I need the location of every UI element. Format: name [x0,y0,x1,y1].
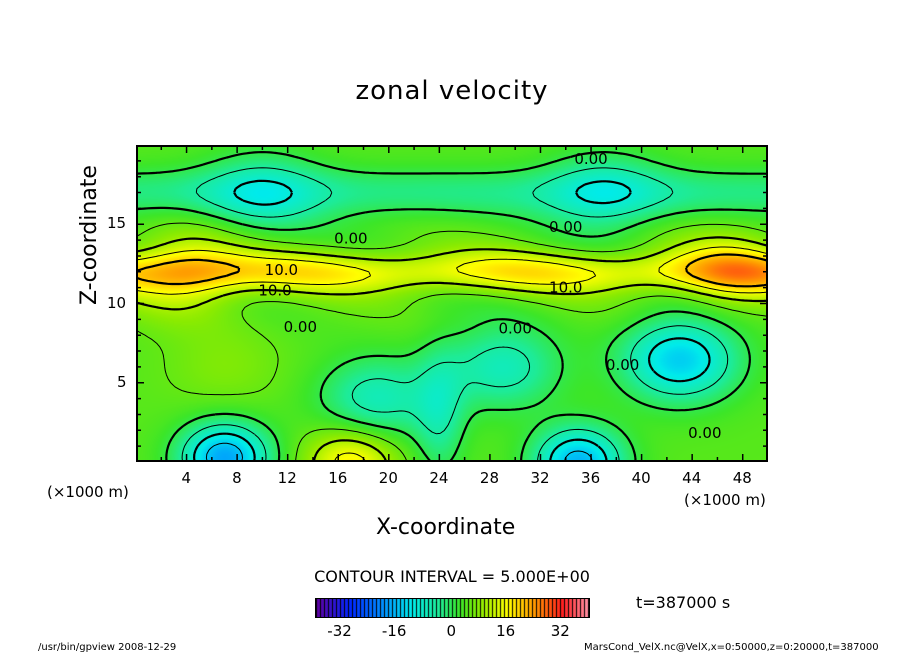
x-tick-label: 8 [232,469,242,487]
x-tick-label: 40 [631,469,651,487]
contour-label: 0.00 [606,356,639,374]
colorbar-tick-label: 16 [496,622,516,640]
x-unit-label-left: (×1000 m) [47,483,129,501]
contour-label: 0.00 [498,320,531,338]
colorbar-tick-label: 0 [446,622,457,640]
colorbar-tick-label: 32 [550,622,570,640]
x-unit-label-right: (×1000 m) [684,491,766,509]
contour-label: 0.00 [688,424,721,442]
contour-line [181,167,729,462]
x-tick-label: 48 [732,469,752,487]
y-axis-label: Z-coordinate [77,165,102,305]
contour-interval-label: CONTOUR INTERVAL = 5.000E+00 [314,567,590,586]
x-tick-label: 44 [682,469,702,487]
x-tick-label: 24 [429,469,449,487]
x-tick-label: 36 [581,469,601,487]
x-tick-label: 28 [479,469,499,487]
time-label: t=387000 s [636,593,731,612]
x-axis-label: X-coordinate [376,515,516,540]
y-tick-label: 5 [117,372,127,391]
contour-label: 10.0 [258,282,291,300]
contour-line [193,179,711,462]
x-tick-label: 32 [530,469,550,487]
contour-lines: 0.00 0.00 0.00 10.0 10.0 10.0 0.00 0.00 0.00 0.00 [136,145,768,462]
contour-line [136,236,768,462]
contour-line [136,246,768,462]
x-tick-label: 12 [277,469,297,487]
x-tick-label: 20 [378,469,398,487]
plot-area: 0.00 0.00 0.00 10.0 10.0 10.0 0.00 0.00 0.00 0.00 [136,145,768,462]
colorbar-tick-label: -32 [327,622,352,640]
contour-label: 10.0 [549,278,582,296]
y-tick-label: 15 [107,214,127,233]
contour-label: 10.0 [265,261,298,279]
contour-label: 0.00 [549,218,582,236]
colorbar-tick-label: -16 [381,622,407,640]
x-tick-label: 4 [181,469,192,487]
contour-label: 0.00 [334,229,367,247]
chart-title: zonal velocity [355,76,549,106]
axis-ticks [136,145,768,462]
footer-program: /usr/bin/gpview 2008-12-29 [38,642,177,653]
y-tick-label: 10 [107,293,127,312]
x-tick-label: 16 [328,469,348,487]
footer-source: MarsCond_VelX.nc@VelX,x=0:50000,z=0:2000… [584,642,879,653]
contour-label: 0.00 [574,150,607,168]
colorbar [315,598,590,618]
contour-label: 0.00 [284,318,317,336]
